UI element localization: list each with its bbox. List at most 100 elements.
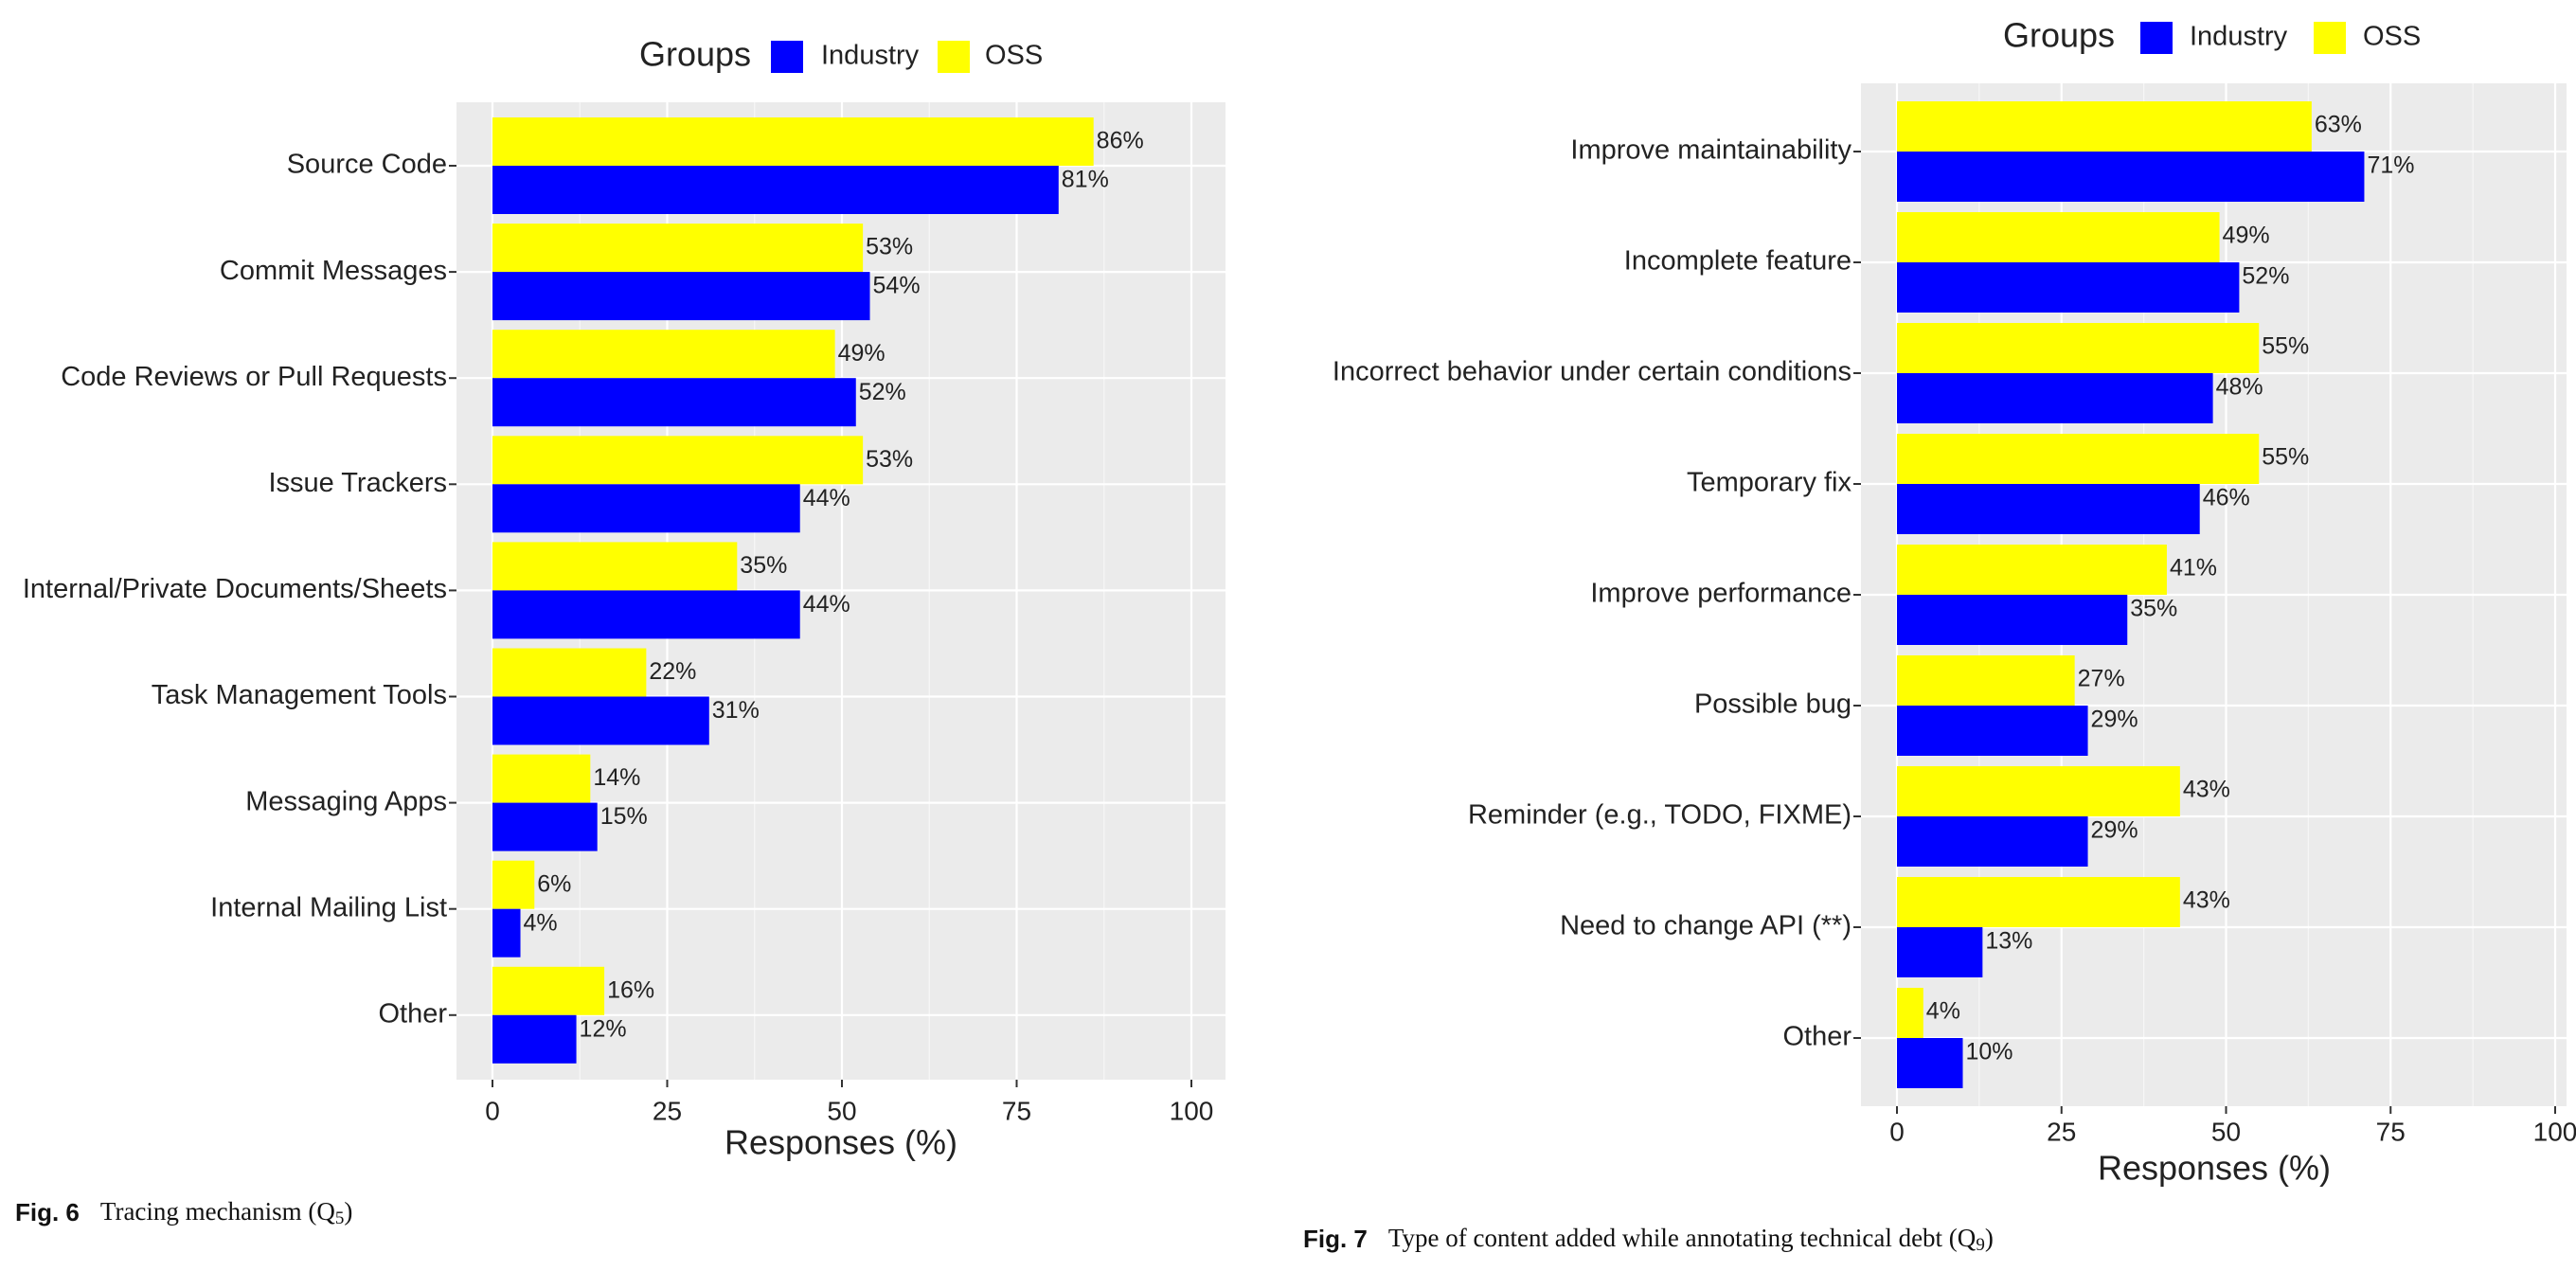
data-label-industry: 13% bbox=[1985, 928, 2032, 955]
data-label-industry: 15% bbox=[600, 803, 648, 830]
bar-industry bbox=[1897, 595, 2128, 645]
x-tick-label: 25 bbox=[653, 1096, 682, 1125]
category-label: Incorrect behavior under certain conditi… bbox=[1333, 357, 1852, 387]
caption-label: Fig. 6 bbox=[15, 1198, 80, 1226]
legend-key-oss bbox=[2314, 22, 2346, 54]
category-label: Task Management Tools bbox=[152, 680, 447, 710]
bar-oss bbox=[1897, 434, 2260, 484]
x-tick-label: 75 bbox=[1002, 1096, 1031, 1125]
bar-industry bbox=[492, 802, 598, 851]
data-label-industry: 48% bbox=[2216, 374, 2263, 401]
data-label-oss: 49% bbox=[838, 340, 886, 367]
legend-label-oss: OSS bbox=[985, 41, 1043, 71]
bar-industry bbox=[492, 908, 521, 958]
bar-oss bbox=[1897, 766, 2180, 816]
data-label-industry: 52% bbox=[2242, 263, 2289, 290]
legend-title: Groups bbox=[2003, 16, 2115, 55]
data-label-industry: 46% bbox=[2203, 485, 2250, 511]
figure-caption: Fig. 7 Type of content added while annota… bbox=[1303, 1224, 1994, 1255]
x-tick-label: 75 bbox=[2376, 1117, 2406, 1146]
caption-close: ) bbox=[1985, 1224, 1994, 1252]
caption-close: ) bbox=[344, 1197, 352, 1226]
category-label: Temporary fix bbox=[1687, 468, 1852, 498]
data-label-oss: 6% bbox=[537, 870, 571, 897]
bar-industry bbox=[492, 590, 800, 639]
category-label: Commit Messages bbox=[220, 256, 447, 286]
bar-oss bbox=[492, 648, 647, 697]
bar-oss bbox=[492, 860, 535, 909]
x-tick-label: 25 bbox=[2047, 1117, 2076, 1146]
data-label-oss: 27% bbox=[2078, 666, 2125, 692]
bar-industry bbox=[492, 1014, 577, 1064]
x-tick-label: 0 bbox=[485, 1096, 500, 1125]
category-label: Internal Mailing List bbox=[210, 892, 447, 922]
data-label-industry: 54% bbox=[873, 273, 921, 299]
legend-label-industry: Industry bbox=[2190, 22, 2288, 52]
category-label: Possible bug bbox=[1694, 689, 1852, 720]
bar-industry bbox=[1897, 927, 1983, 977]
category-label: Code Reviews or Pull Requests bbox=[61, 362, 447, 392]
x-tick-label: 100 bbox=[1170, 1096, 1214, 1125]
legend-key-industry bbox=[2140, 22, 2173, 54]
x-tick-label: 50 bbox=[2211, 1117, 2241, 1146]
legend-label-industry: Industry bbox=[821, 41, 920, 71]
category-label: Other bbox=[1782, 1022, 1852, 1052]
data-label-oss: 53% bbox=[866, 234, 913, 260]
bar-industry bbox=[1897, 373, 2213, 423]
bar-oss bbox=[1897, 101, 2312, 152]
bar-industry bbox=[492, 696, 709, 745]
data-label-oss: 4% bbox=[1926, 998, 1960, 1025]
x-tick-label: 50 bbox=[827, 1096, 856, 1125]
bar-industry bbox=[1897, 816, 2088, 867]
data-label-oss: 63% bbox=[2315, 112, 2362, 138]
bar-oss bbox=[492, 966, 605, 1015]
caption-text: Type of content added while annotating t… bbox=[1388, 1224, 1977, 1252]
data-label-oss: 41% bbox=[2170, 555, 2217, 582]
data-label-industry: 44% bbox=[803, 485, 850, 511]
data-label-oss: 55% bbox=[2262, 444, 2309, 471]
data-label-industry: 29% bbox=[2091, 707, 2138, 733]
data-label-industry: 29% bbox=[2091, 817, 2138, 844]
bar-oss bbox=[1897, 545, 2167, 595]
category-label: Reminder (e.g., TODO, FIXME) bbox=[1468, 800, 1852, 831]
category-label: Internal/Private Documents/Sheets bbox=[23, 574, 447, 604]
chart-7: 63%71% Improve maintainability 49% 52% Incom… bbox=[1303, 16, 2576, 1256]
data-label-industry: 35% bbox=[2130, 596, 2177, 622]
legend: Groups Industry OSS bbox=[639, 35, 1043, 74]
data-label-oss: 14% bbox=[593, 764, 640, 791]
category-label: Other bbox=[378, 998, 447, 1029]
category-label: Messaging Apps bbox=[245, 786, 447, 816]
bar-oss bbox=[492, 117, 1094, 166]
bar-oss bbox=[492, 542, 738, 591]
legend-key-industry bbox=[771, 41, 803, 73]
data-label-industry: 31% bbox=[712, 697, 760, 724]
caption-label: Fig. 7 bbox=[1303, 1225, 1368, 1253]
x-tick-label: 0 bbox=[1889, 1117, 1905, 1146]
x-axis-title: Responses (%) bbox=[2098, 1149, 2331, 1188]
data-label-oss: 49% bbox=[2223, 223, 2270, 249]
bar-industry bbox=[1897, 484, 2200, 534]
caption-subscript: 5 bbox=[335, 1208, 345, 1228]
x-tick-label: 100 bbox=[2533, 1117, 2576, 1146]
legend-key-oss bbox=[938, 41, 970, 73]
x-axis-title: Responses (%) bbox=[724, 1123, 957, 1162]
data-label-industry: 44% bbox=[803, 591, 850, 618]
data-label-oss: 43% bbox=[2183, 887, 2230, 914]
data-label-oss: 16% bbox=[607, 976, 654, 1003]
data-label-oss: 43% bbox=[2183, 777, 2230, 803]
caption-subscript: 9 bbox=[1976, 1235, 1985, 1255]
data-label-industry: 12% bbox=[580, 1015, 627, 1042]
data-label-industry: 81% bbox=[1062, 167, 1109, 193]
data-label-industry: 71% bbox=[2367, 152, 2414, 179]
bar-industry bbox=[1897, 262, 2240, 313]
data-label-oss: 53% bbox=[866, 446, 913, 473]
bar-oss bbox=[1897, 877, 2180, 927]
legend: Groups Industry OSS bbox=[2003, 16, 2421, 55]
data-label-oss: 86% bbox=[1097, 128, 1144, 154]
bar-oss bbox=[492, 330, 835, 379]
bar-oss bbox=[1897, 988, 1923, 1038]
data-label-oss: 35% bbox=[740, 552, 787, 579]
bar-industry bbox=[1897, 152, 2365, 202]
category-label: Need to change API (**) bbox=[1560, 911, 1852, 941]
